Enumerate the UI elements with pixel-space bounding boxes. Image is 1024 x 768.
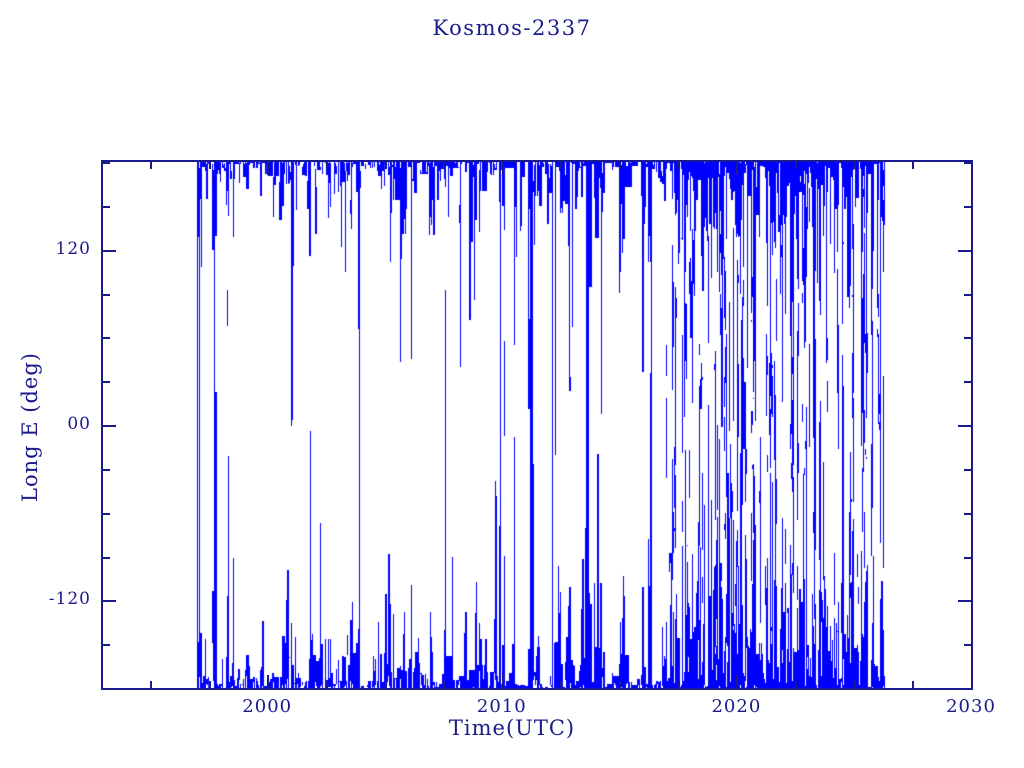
y-tick-label: -120 — [48, 589, 91, 610]
x-minor-tick-top — [795, 162, 797, 169]
x-major-tick — [267, 675, 269, 688]
x-minor-tick-top — [912, 162, 914, 169]
y-minor-tick-right — [964, 557, 971, 559]
x-minor-tick-top — [150, 162, 152, 169]
x-minor-tick — [678, 681, 680, 688]
x-minor-tick-top — [560, 162, 562, 169]
y-minor-tick — [103, 688, 110, 690]
y-minor-tick — [103, 294, 110, 296]
y-minor-tick-right — [964, 644, 971, 646]
y-minor-tick-right — [964, 294, 971, 296]
x-major-tick — [502, 675, 504, 688]
y-tick-label: 00 — [67, 414, 91, 434]
x-major-tick-top — [502, 162, 504, 175]
x-tick-label: 2000 — [242, 696, 293, 717]
x-minor-tick — [385, 681, 387, 688]
y-minor-tick — [103, 162, 110, 164]
y-minor-tick-right — [964, 513, 971, 515]
page-title: Kosmos-2337 — [432, 16, 592, 40]
y-major-tick-right — [958, 425, 971, 427]
y-major-tick — [103, 425, 116, 427]
y-minor-tick-right — [964, 688, 971, 690]
x-minor-tick-top — [678, 162, 680, 169]
x-minor-tick — [560, 681, 562, 688]
x-minor-tick-top — [326, 162, 328, 169]
x-axis-title: Time(UTC) — [448, 716, 576, 740]
x-minor-tick-top — [854, 162, 856, 169]
y-major-tick — [103, 600, 116, 602]
x-minor-tick — [795, 681, 797, 688]
x-major-tick — [971, 675, 973, 688]
y-tick-label: 120 — [55, 238, 91, 259]
x-tick-label: 2020 — [711, 696, 762, 717]
y-minor-tick — [103, 513, 110, 515]
y-minor-tick-right — [964, 206, 971, 208]
y-major-tick-right — [958, 600, 971, 602]
x-major-tick — [736, 675, 738, 688]
y-minor-tick-right — [964, 162, 971, 164]
y-axis-title: Long E (deg) — [18, 352, 42, 502]
x-major-tick-top — [267, 162, 269, 175]
x-minor-tick-top — [619, 162, 621, 169]
plot-data-canvas — [103, 162, 971, 688]
y-major-tick-right — [958, 250, 971, 252]
y-minor-tick-right — [964, 337, 971, 339]
x-minor-tick — [443, 681, 445, 688]
x-minor-tick-top — [385, 162, 387, 169]
y-minor-tick — [103, 206, 110, 208]
y-minor-tick-right — [964, 381, 971, 383]
y-minor-tick — [103, 469, 110, 471]
x-minor-tick — [326, 681, 328, 688]
x-tick-label: 2030 — [946, 696, 996, 717]
y-major-tick — [103, 250, 116, 252]
x-minor-tick — [209, 681, 211, 688]
x-major-tick-top — [736, 162, 738, 175]
x-minor-tick-top — [209, 162, 211, 169]
y-minor-tick — [103, 381, 110, 383]
x-minor-tick — [854, 681, 856, 688]
x-major-tick-top — [971, 162, 973, 175]
y-minor-tick — [103, 557, 110, 559]
y-minor-tick — [103, 644, 110, 646]
x-tick-label: 2010 — [476, 696, 527, 717]
y-minor-tick-right — [964, 469, 971, 471]
y-minor-tick — [103, 337, 110, 339]
plot-frame — [101, 160, 973, 690]
x-minor-tick-top — [443, 162, 445, 169]
x-minor-tick — [150, 681, 152, 688]
x-minor-tick — [619, 681, 621, 688]
x-minor-tick — [912, 681, 914, 688]
